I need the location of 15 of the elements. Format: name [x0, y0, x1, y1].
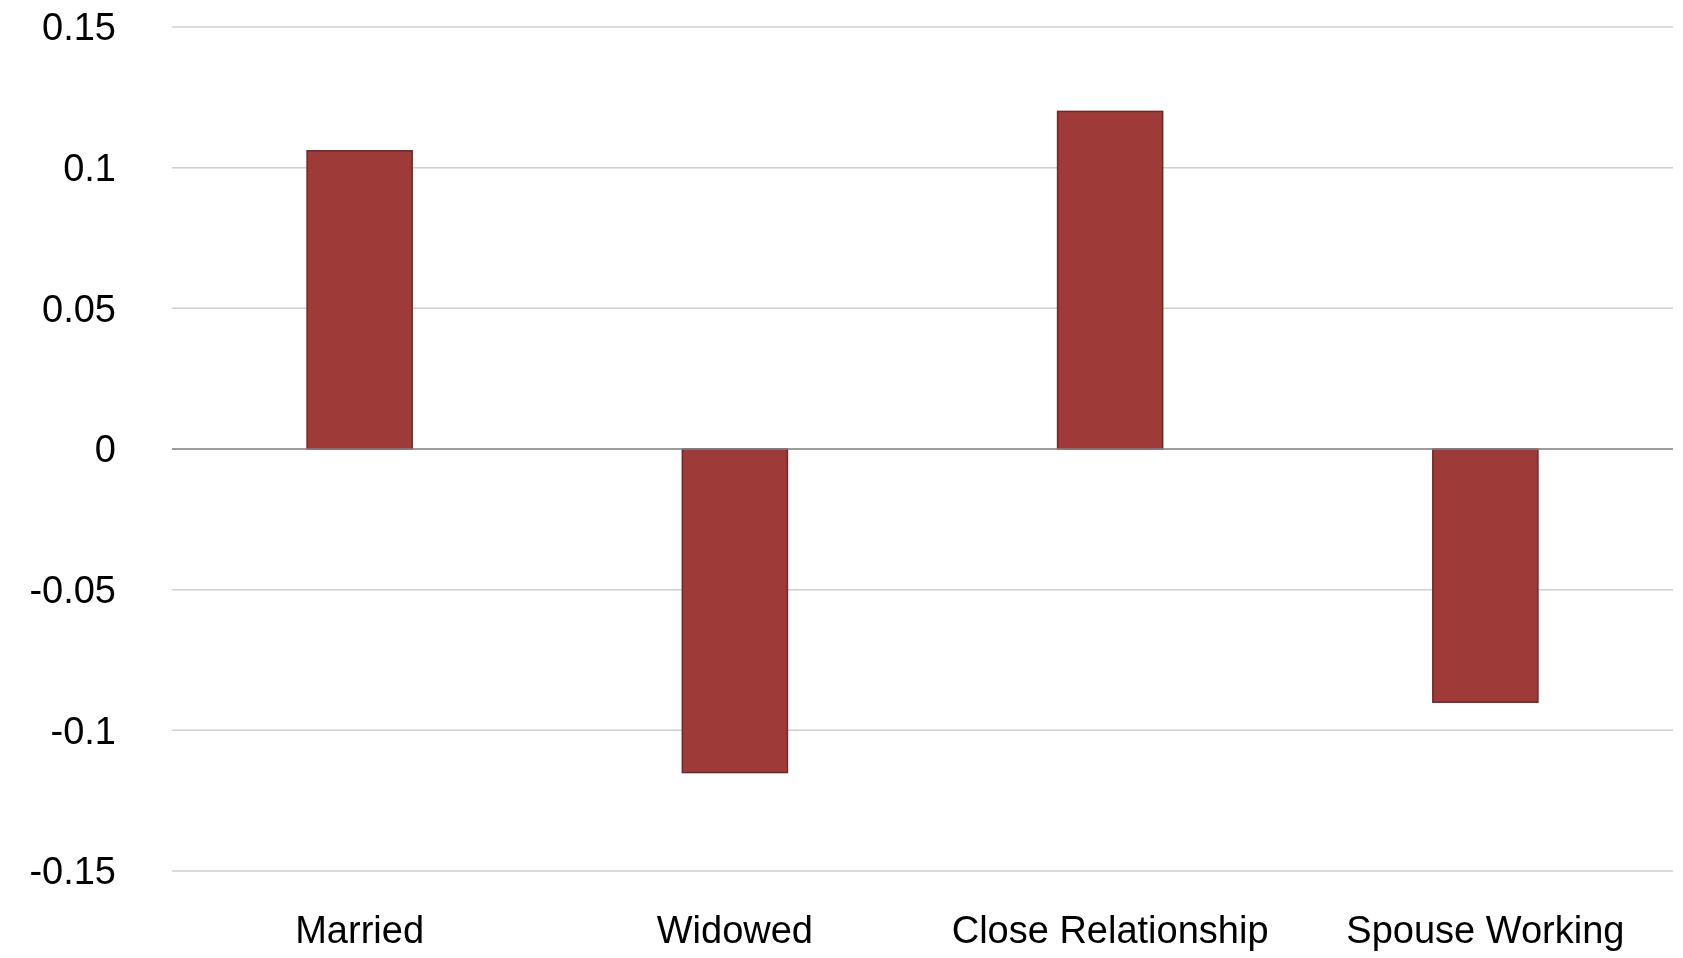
y-tick-label: -0.15: [29, 850, 116, 893]
x-tick-label: Spouse Working: [1346, 909, 1625, 951]
y-tick-label: 0.15: [42, 6, 116, 49]
y-tick-label: 0.1: [63, 146, 116, 189]
y-tick-label: 0.05: [42, 287, 116, 330]
bar: [681, 448, 789, 774]
bar: [306, 150, 413, 450]
y-tick-label: -0.1: [50, 709, 116, 752]
x-tick-label: Married: [295, 909, 425, 951]
y-tick-label: -0.05: [29, 568, 116, 611]
y-tick-label: 0: [94, 428, 116, 471]
x-tick-label: Widowed: [656, 909, 814, 951]
bar: [1432, 448, 1539, 703]
x-tick-label: Close Relationship: [951, 909, 1269, 951]
bar: [1056, 110, 1164, 450]
